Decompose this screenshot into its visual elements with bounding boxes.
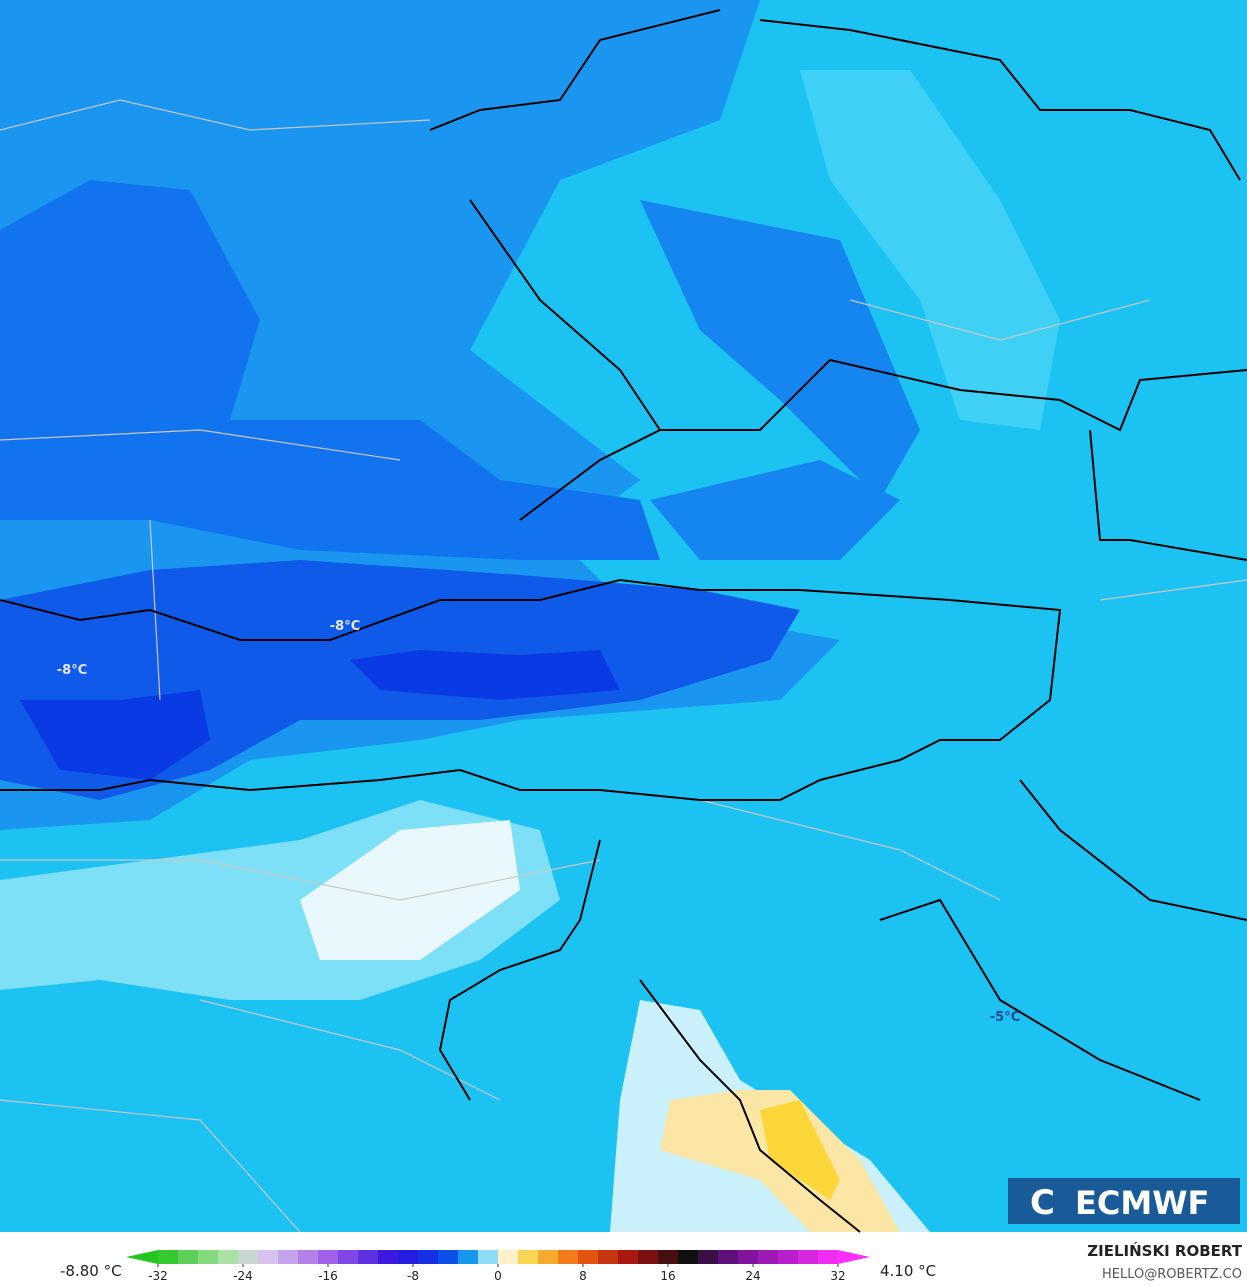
colorbar-segment <box>498 1250 519 1264</box>
logo-background <box>1008 1178 1240 1224</box>
warm-max <box>760 1100 840 1200</box>
colorbar-segment <box>598 1250 619 1264</box>
colorbar-segment <box>218 1250 239 1264</box>
credit-email: HELLO@ROBERTZ.CO <box>1102 1267 1242 1282</box>
colorbar-arrow <box>838 1250 870 1264</box>
colorbar-segment <box>658 1250 679 1264</box>
logo-text: ECMWF <box>1075 1184 1209 1222</box>
colorbar-segment <box>438 1250 459 1264</box>
colorbar-tick-label: -16 <box>318 1269 338 1283</box>
colorbar-segment <box>418 1250 439 1264</box>
country-borders <box>0 9 1247 1233</box>
colorbar-segment <box>798 1250 819 1264</box>
colorbar-segment <box>638 1250 659 1264</box>
legend-min: -8.80 °C <box>60 1262 122 1280</box>
colorbar-segment <box>198 1250 219 1264</box>
map: -8°C -8°C -5°C C ECMWF <box>0 0 1247 1233</box>
colorbar-segment <box>678 1250 699 1264</box>
colorbar-segment <box>758 1250 779 1264</box>
colorbar-segment <box>558 1250 579 1264</box>
isotherm-label: -8°C <box>57 663 87 678</box>
colder-area <box>0 180 660 560</box>
colorbar-tick-label: 16 <box>660 1269 675 1283</box>
colorbar-tick-label: -32 <box>148 1269 168 1283</box>
colorbar-segment <box>358 1250 379 1264</box>
colorbar-segment <box>158 1250 179 1264</box>
colorbar-tick-label: 32 <box>830 1269 845 1283</box>
isotherm-label: -5°C <box>990 1010 1020 1025</box>
colorbar-segment <box>618 1250 639 1264</box>
colorbar-segment <box>698 1250 719 1264</box>
colorbar-segment <box>738 1250 759 1264</box>
colorbar-arrow <box>126 1250 158 1264</box>
legend-max: 4.10 °C <box>880 1262 936 1280</box>
colorbar-tick-label: -8 <box>407 1269 419 1283</box>
colorbar-tick-label: 0 <box>494 1269 502 1283</box>
colorbar-segment <box>478 1250 499 1264</box>
colorbar-tick-label: -24 <box>233 1269 253 1283</box>
colorbar-tick-label: 24 <box>745 1269 760 1283</box>
white-area <box>300 820 520 960</box>
logo: C ECMWF <box>1008 1178 1240 1224</box>
colorbar-segment <box>318 1250 339 1264</box>
colorbar-segment <box>338 1250 359 1264</box>
colorbar-segment <box>458 1250 479 1264</box>
colorbar-segment <box>258 1250 279 1264</box>
colorbar-segment <box>238 1250 259 1264</box>
colorbar-segment <box>398 1250 419 1264</box>
colorbar-segment <box>298 1250 319 1264</box>
colorbar-segment <box>178 1250 199 1264</box>
colorbar-tick-label: 8 <box>579 1269 587 1283</box>
colorbar-segment <box>718 1250 739 1264</box>
isotherm-label: -8°C <box>330 619 360 634</box>
mild-area <box>800 70 1060 430</box>
coldest-core <box>20 650 620 780</box>
colorbar-segment <box>578 1250 599 1264</box>
legend: -8.80 °C 4.10 °C -32 -24 -16 -8 0 8 16 24 32 <box>60 1250 936 1283</box>
colorbar-segment <box>818 1250 839 1264</box>
colorbar-segment <box>538 1250 559 1264</box>
colorbar-segment <box>778 1250 799 1264</box>
region-borders <box>0 99 1247 1233</box>
cold-area-east <box>640 200 920 560</box>
colorbar-segment <box>518 1250 539 1264</box>
credit-name: ZIELIŃSKI ROBERT <box>1087 1241 1242 1260</box>
colorbar-segment <box>278 1250 299 1264</box>
logo-mark: C <box>1030 1183 1055 1223</box>
colorbar-segment <box>378 1250 399 1264</box>
